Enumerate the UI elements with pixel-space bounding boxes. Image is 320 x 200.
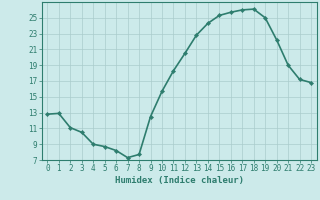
X-axis label: Humidex (Indice chaleur): Humidex (Indice chaleur): [115, 176, 244, 185]
